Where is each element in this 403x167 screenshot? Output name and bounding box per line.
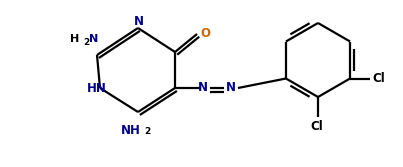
Text: N: N bbox=[198, 80, 208, 94]
Text: Cl: Cl bbox=[311, 120, 323, 132]
Text: 2: 2 bbox=[83, 38, 89, 46]
Text: O: O bbox=[200, 27, 210, 40]
Text: H: H bbox=[71, 34, 80, 44]
Text: N: N bbox=[89, 34, 99, 44]
Text: HN: HN bbox=[87, 81, 107, 95]
Text: 2: 2 bbox=[144, 127, 150, 136]
Text: N: N bbox=[226, 80, 236, 94]
Text: Cl: Cl bbox=[373, 72, 385, 85]
Text: N: N bbox=[134, 15, 144, 28]
Text: NH: NH bbox=[121, 124, 141, 136]
